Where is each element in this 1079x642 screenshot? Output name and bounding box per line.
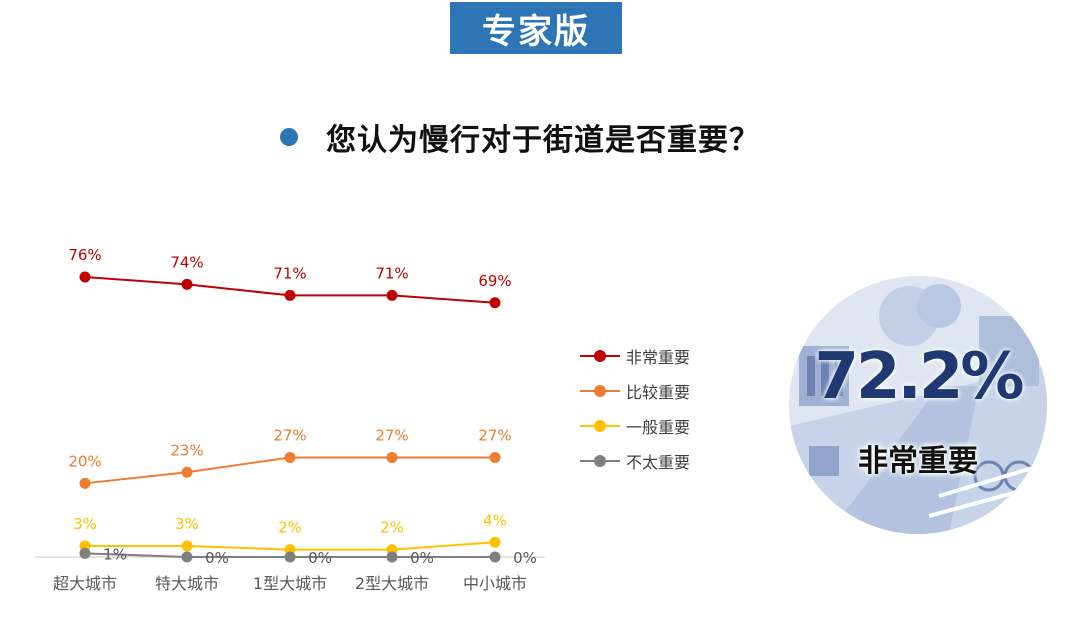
data-label-2-0: 3% (73, 515, 97, 533)
legend-item-0: 非常重要 (580, 338, 690, 373)
data-label-3-4: 0% (513, 549, 537, 567)
data-label-3-3: 0% (410, 549, 434, 567)
x-tick-label-0: 超大城市 (53, 574, 117, 593)
x-tick-label-3: 2型大城市 (355, 574, 429, 593)
chart-legend: 非常重要比较重要一般重要不太重要 (580, 338, 690, 478)
street-illustration-icon (789, 276, 1047, 534)
legend-swatch (580, 454, 620, 467)
data-label-1-1: 23% (170, 441, 203, 459)
data-label-2-2: 2% (278, 519, 302, 537)
data-point-0-4 (489, 297, 501, 309)
data-label-2-3: 2% (380, 519, 404, 537)
data-label-1-0: 20% (68, 452, 101, 470)
question-text: 您认为慢行对于街道是否重要？ (326, 123, 760, 158)
data-label-2-1: 3% (175, 515, 199, 533)
data-label-1-4: 27% (478, 427, 511, 445)
data-point-0-2 (284, 289, 296, 301)
legend-label: 不太重要 (626, 452, 691, 472)
legend-label: 一般重要 (626, 417, 691, 437)
data-point-3-1 (181, 551, 193, 563)
highlight-circle: 72.2% 非常重要 (789, 276, 1047, 534)
data-point-1-3 (386, 452, 398, 464)
legend-swatch (580, 349, 620, 362)
data-label-3-1: 0% (205, 549, 229, 567)
data-point-2-1 (181, 540, 193, 552)
data-point-3-0 (79, 547, 91, 559)
data-point-3-2 (284, 551, 296, 563)
x-tick-label-4: 中小城市 (463, 574, 527, 593)
highlight-label: 非常重要 (858, 444, 978, 479)
x-tick-label-1: 特大城市 (155, 574, 219, 593)
data-point-3-4 (489, 551, 501, 563)
edition-badge: 专家版 (450, 2, 622, 54)
data-point-1-2 (284, 452, 296, 464)
legend-marker-icon (594, 349, 606, 362)
data-label-0-0: 76% (68, 246, 101, 264)
data-point-1-1 (181, 466, 193, 478)
data-point-0-0 (79, 271, 91, 283)
data-label-0-3: 71% (375, 264, 408, 282)
bullet-dot-icon (280, 128, 298, 146)
legend-label: 非常重要 (626, 347, 691, 367)
data-label-0-4: 69% (478, 272, 511, 290)
data-point-2-4 (489, 536, 501, 548)
x-tick-label-2: 1型大城市 (253, 574, 327, 593)
legend-item-2: 一般重要 (580, 408, 690, 443)
highlight-value: 72.2% (814, 340, 1024, 414)
legend-swatch (580, 419, 620, 432)
question-heading: 您认为慢行对于街道是否重要？ (280, 112, 760, 162)
data-point-3-3 (386, 551, 398, 563)
legend-marker-icon (594, 384, 606, 397)
data-point-0-3 (386, 289, 398, 301)
legend-item-1: 比较重要 (580, 373, 690, 408)
legend-item-3: 不太重要 (580, 443, 690, 478)
data-label-1-2: 27% (273, 427, 306, 445)
data-point-1-4 (489, 452, 501, 464)
data-label-0-1: 74% (170, 253, 203, 271)
legend-swatch (580, 384, 620, 397)
data-point-1-0 (79, 477, 91, 489)
data-label-2-4: 4% (483, 511, 507, 529)
data-label-3-2: 0% (308, 549, 332, 567)
legend-marker-icon (594, 454, 606, 467)
data-label-0-2: 71% (273, 264, 306, 282)
legend-label: 比较重要 (626, 382, 691, 402)
legend-marker-icon (594, 419, 606, 432)
data-point-0-1 (181, 278, 193, 290)
data-label-1-3: 27% (375, 427, 408, 445)
data-label-3-0: 1% (103, 545, 127, 563)
